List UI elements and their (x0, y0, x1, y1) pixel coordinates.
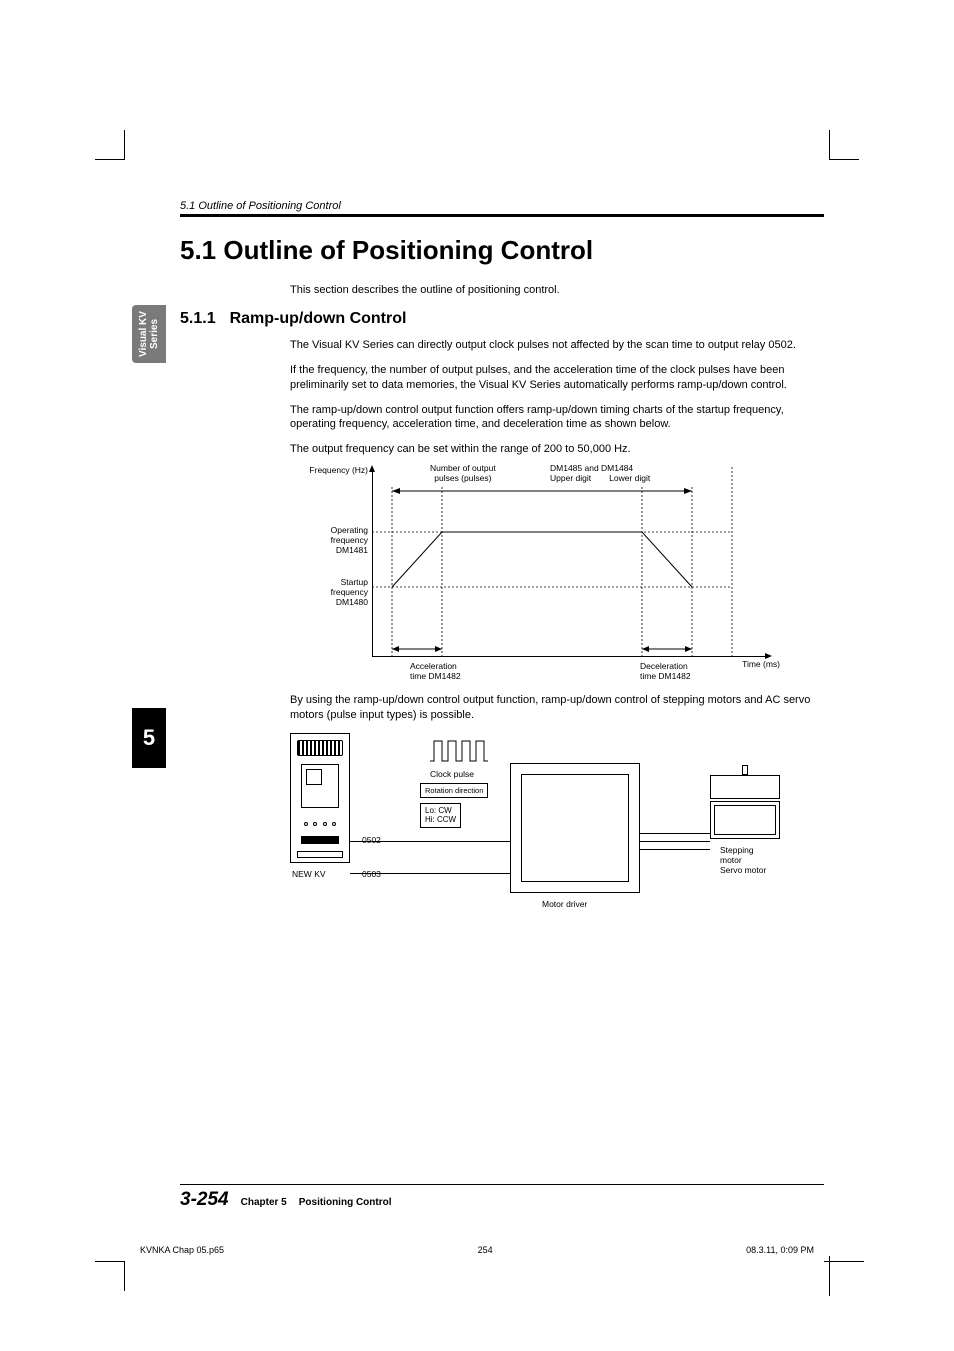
new-kv-label: NEW KV (292, 869, 326, 879)
kv-base (297, 851, 343, 858)
page-footer: 3-254 Chapter 5 Positioning Control (180, 1184, 824, 1211)
crop-mark-tl (95, 130, 125, 160)
kv-leds (301, 820, 339, 828)
side-tab-series: Visual KVSeries (132, 305, 166, 363)
ramp-chart: Frequency (Hz) OperatingfrequencyDM1481 … (290, 467, 770, 677)
crop-mark-bl (95, 1261, 125, 1291)
y-axis-label: Frequency (Hz) (290, 465, 368, 475)
intro-text: This section describes the outline of po… (290, 284, 824, 296)
motor-label-2: Servo motor (720, 865, 770, 875)
paragraph: If the frequency, the number of output p… (290, 363, 824, 393)
motor-driver-inner (521, 774, 629, 882)
page-number: 3-254 (180, 1189, 229, 1211)
kv-panel (301, 764, 339, 808)
subsection-title: Ramp-up/down Control (230, 310, 407, 328)
rotation-direction-box: Rotation direction (420, 783, 488, 798)
motor-driver-label: Motor driver (542, 899, 587, 909)
print-footer: KVNKA Chap 05.p65 254 08.3.11, 0:09 PM (140, 1245, 814, 1255)
wire (640, 841, 710, 842)
ccw-line: Hi: CCW (425, 815, 456, 825)
motor-shaft (742, 765, 748, 775)
kv-mini-display (306, 769, 322, 785)
cw-ccw-box: Lo: CW Hi: CCW (420, 803, 461, 828)
paragraph: By using the ramp-up/down control output… (290, 693, 824, 723)
cw-line: Lo: CW (425, 806, 456, 816)
operating-freq-label: OperatingfrequencyDM1481 (290, 525, 368, 556)
chapter-tab: 5 (132, 708, 166, 768)
footer-title: Positioning Control (299, 1197, 392, 1208)
head-rule (180, 214, 824, 217)
port-0503-label: 0503 (362, 869, 381, 879)
port-0502-label: 0502 (362, 835, 381, 845)
clock-pulse-label: Clock pulse (430, 769, 474, 779)
motor-label: Stepping motor Servo motor (720, 845, 770, 876)
paragraph: The ramp-up/down control output function… (290, 403, 824, 433)
kv-unit (290, 733, 350, 863)
wire (350, 873, 510, 874)
startup-freq-label: StartupfrequencyDM1480 (290, 577, 368, 608)
kv-screen (297, 740, 343, 756)
clock-pulse-icon (430, 739, 490, 765)
subsection-number: 5.1.1 (180, 310, 216, 328)
x-axis-label: Time (ms) (742, 659, 780, 669)
motor-label-1: Stepping motor (720, 845, 770, 865)
chart-plot (372, 467, 770, 657)
wire (640, 833, 710, 834)
wiring-diagram: NEW KV 0502 0503 Clock pulse Rotation di… (290, 733, 770, 943)
motor-inner (714, 805, 776, 835)
print-file: KVNKA Chap 05.p65 (140, 1245, 224, 1255)
wire (640, 849, 710, 850)
running-head: 5.1 Outline of Positioning Control (180, 200, 824, 212)
paragraph: The Visual KV Series can directly output… (290, 338, 824, 353)
crop-mark-br (829, 1261, 859, 1291)
footer-chapter: Chapter 5 (241, 1197, 287, 1208)
motor-driver-box (510, 763, 640, 893)
accel-label: Accelerationtime DM1482 (410, 661, 461, 681)
kv-slot (301, 836, 339, 844)
page-content: 5.1 Outline of Positioning Control 5.1 O… (180, 200, 824, 1211)
decel-label: Decelerationtime DM1482 (640, 661, 691, 681)
paragraph: The output frequency can be set within t… (290, 442, 824, 457)
motor-cap (710, 775, 780, 799)
print-timestamp: 08.3.11, 0:09 PM (746, 1245, 814, 1255)
wire (350, 841, 510, 842)
section-heading: 5.1 Outline of Positioning Control (180, 235, 824, 266)
motor-box (710, 801, 780, 839)
print-page: 254 (478, 1245, 493, 1255)
crop-mark-tr (829, 130, 859, 160)
